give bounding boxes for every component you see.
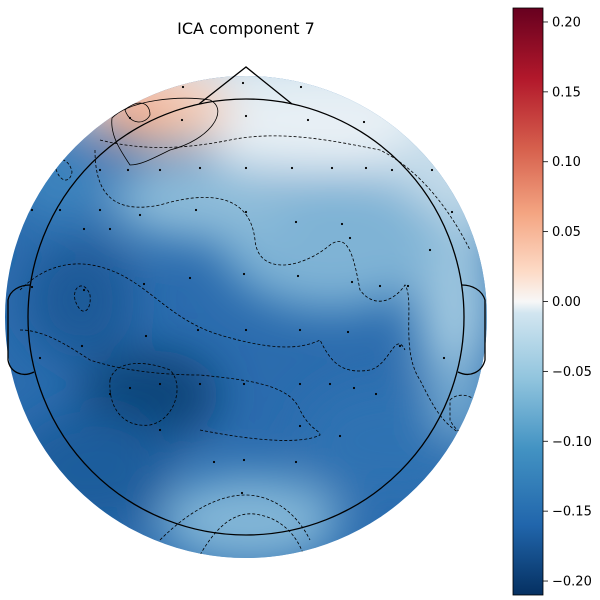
sensor-dot <box>138 213 142 217</box>
sensor-dot <box>296 274 300 278</box>
sensor-dot <box>30 208 34 212</box>
sensor-dot <box>364 166 368 170</box>
sensor-dot <box>142 282 146 286</box>
sensor-dot <box>198 166 202 170</box>
sensor-markers <box>30 81 454 495</box>
sensor-dot <box>181 85 185 89</box>
sensor-dot <box>242 458 246 462</box>
sensor-dot <box>241 81 245 85</box>
sensor-dot <box>108 392 112 396</box>
sensor-dot <box>198 382 202 386</box>
colorbar-tick-label: 0.10 <box>552 155 581 170</box>
sensor-dot <box>128 116 132 120</box>
sensor-dot <box>82 288 86 292</box>
colorbar-tick-label: 0.00 <box>552 295 581 310</box>
sensor-dot <box>128 386 132 390</box>
topomap-field <box>5 76 487 558</box>
sensor-dot <box>330 166 334 170</box>
sensor-dot <box>398 344 402 348</box>
sensor-dot <box>38 356 42 360</box>
sensor-dot <box>362 120 366 124</box>
chart-title: ICA component 7 <box>177 19 315 38</box>
sensor-dot <box>244 166 248 170</box>
sensor-dot <box>406 284 410 288</box>
sensor-dot <box>428 248 432 252</box>
colorbar-tick-label: −0.05 <box>552 365 592 380</box>
sensor-dot <box>158 428 162 432</box>
sensor-dot <box>244 328 248 332</box>
sensor-dot <box>450 210 454 214</box>
sensor-dot <box>294 220 298 224</box>
sensor-dot <box>390 168 394 172</box>
sensor-dot <box>298 382 302 386</box>
sensor-dot <box>108 227 112 231</box>
sensor-dot <box>350 280 354 284</box>
sensor-dot <box>374 392 378 396</box>
sensor-dot <box>294 460 298 464</box>
sensor-dot <box>30 285 34 289</box>
sensor-dot <box>242 272 246 276</box>
colorbar-tick-label: 0.20 <box>552 15 581 30</box>
contour-lines <box>19 97 487 558</box>
sensor-dot <box>196 328 200 332</box>
colorbar-tick-label: −0.10 <box>552 435 592 450</box>
sensor-dot <box>348 236 352 240</box>
sensor-dot <box>244 114 248 118</box>
sensor-dot <box>306 118 310 122</box>
sensor-dot <box>430 168 434 172</box>
sensor-dot <box>188 276 192 280</box>
sensor-dot <box>144 334 148 338</box>
colorbar-tick-label: 0.15 <box>552 85 581 100</box>
colorbar-tick-label: −0.15 <box>552 505 592 520</box>
sensor-dot <box>98 168 102 172</box>
sensor-dot <box>299 85 303 89</box>
sensor-dot <box>158 382 162 386</box>
sensor-dot <box>340 222 344 226</box>
sensor-dot <box>298 328 302 332</box>
colorbar-tick-label: −0.20 <box>552 575 592 590</box>
sensor-dot <box>242 382 246 386</box>
sensor-dot <box>158 168 162 172</box>
sensor-dot <box>126 168 130 172</box>
sensor-dot <box>58 208 62 212</box>
colorbar-tick-label: 0.05 <box>552 225 581 240</box>
colorbar-gradient <box>512 7 544 596</box>
sensor-dot <box>442 356 446 360</box>
colorbar: 0.20 0.15 0.10 0.05 0.00 −0.05 −0.10 −0.15 −0.20 <box>512 7 592 596</box>
sensor-dot <box>244 210 248 214</box>
colorbar-ticks: 0.20 0.15 0.10 0.05 0.00 −0.05 −0.10 −0.15 −0.20 <box>543 15 592 590</box>
sensor-dot <box>98 208 102 212</box>
sensor-dot <box>240 491 244 495</box>
sensor-dot <box>82 227 86 231</box>
sensor-dot <box>180 118 184 122</box>
sensor-dot <box>298 424 302 428</box>
sensor-dot <box>290 166 294 170</box>
sensor-dot <box>212 460 216 464</box>
sensor-dot <box>338 434 342 438</box>
sensor-dot <box>352 386 356 390</box>
sensor-dot <box>194 208 198 212</box>
sensor-dot <box>346 330 350 334</box>
sensor-dot <box>378 284 382 288</box>
head-outline <box>7 66 486 536</box>
sensor-dot <box>328 382 332 386</box>
sensor-dot <box>80 344 84 348</box>
